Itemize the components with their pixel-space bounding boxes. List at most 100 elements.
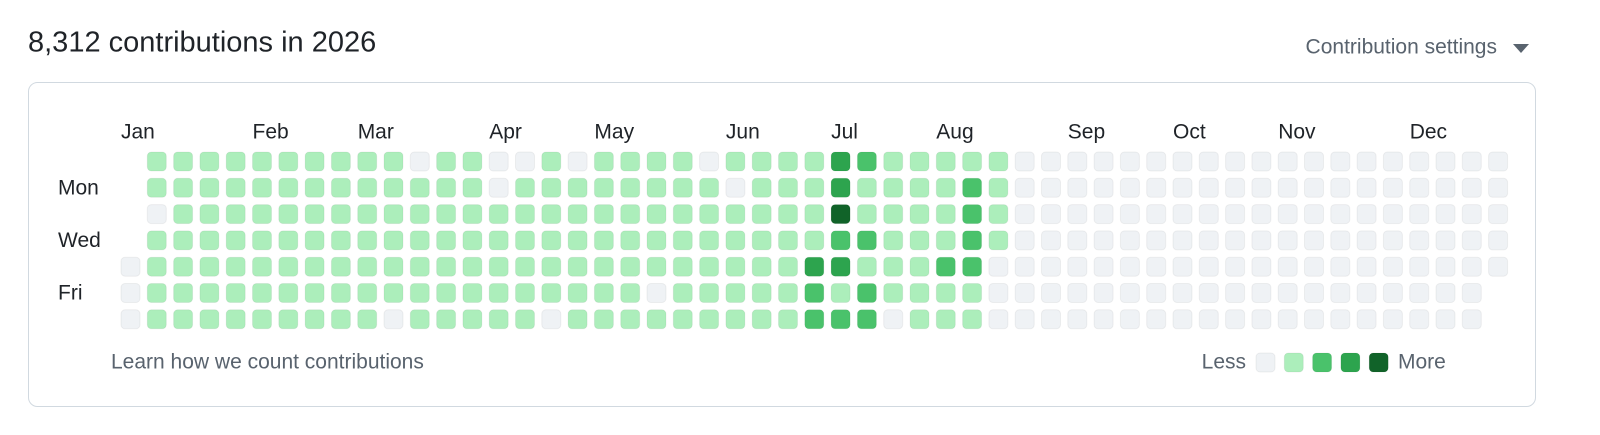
day-cell — [304, 309, 325, 330]
day-cell — [988, 309, 1009, 330]
day-cell — [173, 204, 194, 225]
day-cell — [199, 283, 220, 303]
day-cell — [1067, 256, 1088, 277]
day-cell — [935, 177, 956, 198]
day-cell — [1461, 309, 1482, 330]
day-cell — [1277, 283, 1298, 303]
day-cell — [1119, 283, 1140, 303]
day-cell — [278, 177, 299, 198]
day-cell — [199, 151, 220, 172]
day-cell — [330, 230, 351, 251]
day-cell — [1461, 283, 1482, 303]
day-cell — [1172, 204, 1193, 225]
day-cell — [1435, 256, 1456, 277]
day-cell — [1172, 256, 1193, 277]
day-cell — [699, 204, 720, 225]
day-cell — [699, 230, 720, 251]
day-cell — [1409, 256, 1430, 277]
day-cell — [409, 230, 430, 251]
day-cell — [488, 283, 509, 303]
day-cell — [120, 309, 141, 330]
day-cell — [409, 151, 430, 172]
day-cell — [1146, 230, 1167, 251]
day-cell — [778, 177, 798, 198]
month-label: May — [594, 121, 634, 144]
day-cell — [1041, 177, 1061, 198]
day-cell — [1435, 204, 1456, 225]
day-cell — [988, 256, 1009, 277]
day-cell — [1488, 177, 1509, 198]
day-cell — [751, 177, 772, 198]
day-cell — [935, 230, 956, 251]
day-cell — [462, 309, 483, 330]
day-cell — [751, 256, 772, 277]
day-cell — [567, 151, 588, 172]
day-cell — [120, 283, 141, 303]
day-cell — [409, 204, 430, 225]
day-cell — [199, 230, 220, 251]
day-cell — [541, 309, 562, 330]
day-cell — [1067, 230, 1088, 251]
day-cell — [1330, 309, 1351, 330]
day-cell — [988, 151, 1009, 172]
day-cell — [146, 309, 167, 330]
day-cell — [1198, 283, 1219, 303]
day-cell — [751, 151, 772, 172]
day-cell — [278, 309, 299, 330]
day-label: Wed — [58, 229, 101, 252]
day-cell — [1356, 177, 1377, 198]
day-cell — [1382, 177, 1403, 198]
day-cell — [751, 230, 772, 251]
day-cell — [383, 204, 404, 225]
day-cell — [252, 256, 272, 277]
learn-link[interactable]: Learn how we count contributions — [111, 351, 424, 374]
month-label: Feb — [253, 121, 289, 144]
day-cell — [1277, 309, 1298, 330]
day-cell — [304, 204, 325, 225]
day-cell — [1304, 230, 1324, 251]
day-cell — [830, 151, 851, 172]
day-cell — [1198, 256, 1219, 277]
dropdown-caret[interactable] — [1513, 44, 1529, 53]
month-label: Dec — [1410, 121, 1447, 144]
day-cell — [436, 151, 457, 172]
day-cell — [304, 177, 325, 198]
day-cell — [1014, 151, 1035, 172]
day-cell — [1409, 177, 1430, 198]
day-cell — [646, 204, 667, 225]
day-cell — [1225, 309, 1246, 330]
day-cell — [278, 204, 299, 225]
day-cell — [1119, 309, 1140, 330]
day-cell — [1356, 283, 1377, 303]
day-cell — [1330, 177, 1351, 198]
day-cell — [1435, 177, 1456, 198]
day-cell — [462, 151, 483, 172]
day-cell — [173, 151, 194, 172]
day-cell — [278, 230, 299, 251]
day-cell — [1119, 256, 1140, 277]
day-cell — [1198, 151, 1219, 172]
day-cell — [567, 283, 588, 303]
day-cell — [252, 283, 272, 303]
day-cell — [672, 177, 693, 198]
day-cell — [1014, 283, 1035, 303]
day-cell — [383, 309, 404, 330]
day-cell — [646, 283, 667, 303]
day-cell — [409, 283, 430, 303]
day-cell — [515, 283, 535, 303]
day-cell — [1172, 151, 1193, 172]
month-label: Mar — [358, 121, 394, 144]
day-cell — [330, 309, 351, 330]
day-cell — [1488, 204, 1509, 225]
day-cell — [1119, 177, 1140, 198]
day-cell — [357, 204, 378, 225]
day-cell — [462, 177, 483, 198]
day-cell — [330, 177, 351, 198]
day-cell — [778, 256, 798, 277]
day-cell — [330, 256, 351, 277]
day-cell — [1435, 151, 1456, 172]
day-cell — [252, 151, 272, 172]
settings-button[interactable]: Contribution settings — [1306, 36, 1497, 59]
day-cell — [593, 256, 614, 277]
day-cell — [909, 283, 930, 303]
